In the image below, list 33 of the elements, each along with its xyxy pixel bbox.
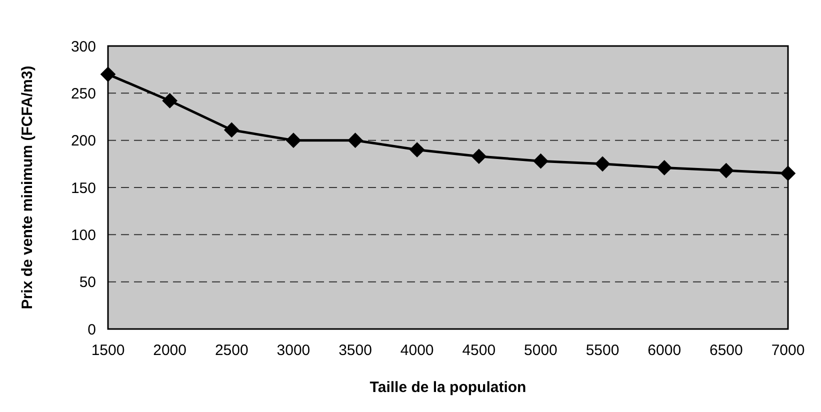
y-tick-label: 50	[79, 274, 96, 292]
point	[286, 132, 302, 148]
x-tick-label: 5500	[586, 342, 620, 359]
point	[533, 153, 548, 169]
point	[100, 66, 116, 82]
point	[594, 156, 610, 172]
point	[656, 160, 672, 176]
x-tick-label: 4000	[400, 342, 434, 359]
x-tick-label: 4500	[462, 342, 496, 359]
point	[348, 132, 363, 148]
x-tick-label: 6000	[648, 342, 682, 359]
point	[718, 162, 734, 178]
x-tick-label: 5000	[524, 342, 558, 359]
x-tick-label: 2000	[153, 342, 187, 359]
y-tick-label: 200	[70, 132, 96, 150]
point	[162, 93, 178, 108]
x-tick-label: 3000	[276, 342, 310, 359]
y-tick-label: 0	[88, 321, 96, 338]
y-tick-label: 100	[70, 226, 96, 244]
point	[780, 166, 796, 182]
point	[224, 122, 240, 138]
y-axis-title: Prix de vente minimum (FCFA/m3)	[19, 66, 36, 310]
x-tick-label: 3500	[338, 342, 372, 359]
x-tick-label: 2500	[214, 342, 248, 359]
point	[471, 148, 487, 164]
x-tick-label: 7000	[771, 342, 805, 359]
point	[409, 142, 425, 158]
y-tick-label: 150	[70, 180, 96, 197]
y-tick-label: 250	[70, 85, 96, 102]
x-axis-title: Taille de la population	[370, 379, 526, 396]
x-tick-label: 1500	[91, 342, 125, 359]
y-tick-label: 300	[70, 38, 96, 56]
x-tick-label: 6500	[709, 342, 743, 359]
